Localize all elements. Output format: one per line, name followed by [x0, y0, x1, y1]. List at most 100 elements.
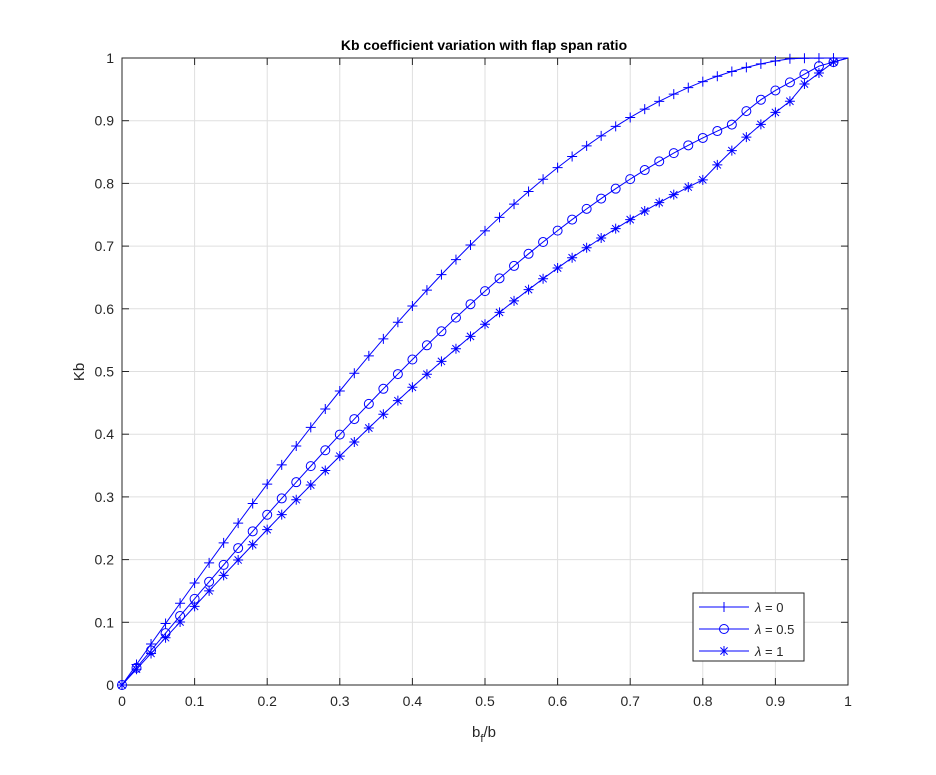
series-1-point	[392, 317, 403, 328]
legend-value: = 1	[761, 644, 783, 659]
series-1-point	[160, 618, 171, 629]
series-1-point	[146, 638, 157, 649]
x-tick-label: 0.6	[548, 693, 568, 709]
series-1-point	[552, 162, 563, 173]
series-1-point	[625, 112, 636, 123]
series-2-point	[494, 273, 505, 284]
series-3-point	[436, 356, 447, 367]
series-2-point	[436, 326, 447, 337]
x-tick-label: 0.9	[766, 693, 786, 709]
series-2-point	[523, 248, 534, 259]
series-3-point	[131, 664, 142, 675]
series-3-point	[770, 107, 781, 118]
x-tick-label: 0.3	[330, 693, 350, 709]
series-1-point	[494, 212, 505, 223]
series-1-point	[450, 254, 461, 265]
x-tick-label: 0	[118, 693, 126, 709]
series-3-point	[204, 585, 215, 596]
series-1-point	[509, 199, 520, 210]
series-3-point	[712, 159, 723, 170]
series-3-point	[407, 382, 418, 393]
series-1-point	[189, 577, 200, 588]
series-3-point	[305, 480, 316, 491]
series-1-point	[175, 598, 186, 609]
legend-label-1: λ = 0	[754, 600, 783, 615]
series-3-point	[146, 648, 157, 659]
series-1-point	[363, 350, 374, 361]
series-3-point	[668, 189, 679, 200]
series-3-point	[813, 68, 824, 79]
series-3-point	[610, 223, 621, 234]
y-tick-label: 0.3	[95, 489, 115, 505]
series-1-point	[305, 422, 316, 433]
legend-symbol: λ	[754, 644, 761, 659]
series-1-point	[291, 441, 302, 452]
x-tick-label: 0.8	[693, 693, 713, 709]
series-3-point	[189, 601, 200, 612]
legend-marker-2	[719, 624, 729, 634]
series-1-point	[276, 459, 287, 470]
series-1-point	[596, 130, 607, 141]
series-2-point	[276, 493, 287, 504]
series-3-point	[625, 214, 636, 225]
series-1-point	[320, 404, 331, 415]
y-tick-label: 0.9	[95, 113, 115, 129]
series-1-point	[799, 53, 810, 64]
series-1-point	[436, 269, 447, 280]
series-2-point	[639, 165, 650, 176]
series-1-point	[407, 300, 418, 311]
series-1-point	[726, 66, 737, 77]
series-2-point	[654, 156, 665, 167]
series-3-point	[421, 369, 432, 380]
series-1-point	[712, 71, 723, 82]
series-2-point	[305, 461, 316, 472]
series-3-point	[726, 145, 737, 156]
series-3-point	[581, 242, 592, 253]
legend-marker-1	[719, 602, 729, 612]
series-3-point	[480, 319, 490, 330]
series-3-point	[755, 119, 766, 130]
x-tick-label: 0.7	[620, 693, 640, 709]
series-3-point	[378, 409, 389, 420]
series-1-point	[567, 151, 578, 162]
series-1-point	[610, 121, 621, 132]
series-2-point	[784, 77, 795, 88]
series-2-point	[567, 214, 578, 225]
x-tick-label: 0.4	[403, 693, 423, 709]
y-tick-label: 0.7	[95, 238, 115, 254]
x-tick-label: 0.5	[475, 693, 495, 709]
series-1-point	[581, 140, 592, 151]
series-1-point	[784, 53, 795, 64]
x-axis-label: bf/b	[472, 724, 496, 745]
series-3-point	[247, 539, 258, 550]
x-axis-label-rest: /b	[483, 724, 496, 741]
y-tick-label: 0.8	[95, 175, 115, 191]
y-tick-label: 0.2	[95, 552, 115, 568]
series-1-point	[755, 58, 766, 69]
legend-label-3: λ = 1	[754, 644, 783, 659]
series-1-point	[770, 56, 781, 67]
series-2-point	[741, 106, 752, 117]
series-3-point	[494, 307, 505, 318]
series-3-point	[160, 632, 171, 643]
series-3-point	[552, 263, 563, 274]
y-tick-label: 0.1	[95, 614, 115, 630]
legend-symbol: λ	[754, 622, 761, 637]
legend-box	[692, 592, 805, 662]
series-2-point	[262, 509, 273, 520]
series-2-point	[697, 132, 708, 143]
series-1-point	[421, 285, 432, 296]
series-2-point	[378, 383, 389, 394]
x-tick-label: 1	[844, 693, 852, 709]
series-3-point	[334, 451, 345, 462]
y-axis-label: Kb	[71, 363, 88, 381]
series-2-point	[334, 429, 345, 440]
x-axis-label-main: b	[472, 724, 480, 741]
x-tick-label: 0.2	[257, 693, 277, 709]
series-2-point	[683, 140, 694, 151]
series-2-point	[421, 340, 432, 351]
series-1-point	[538, 174, 549, 185]
series-1-point	[247, 498, 258, 509]
series-1-point	[741, 62, 752, 73]
legend: λ = 0λ = 0.5λ = 1	[692, 592, 805, 662]
